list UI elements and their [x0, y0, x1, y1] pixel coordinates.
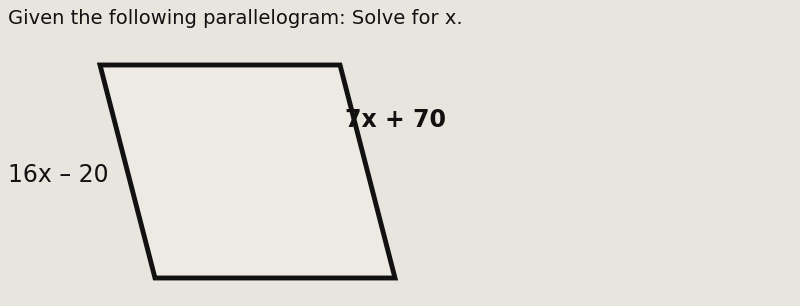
Polygon shape [100, 65, 395, 278]
Text: 16x – 20: 16x – 20 [8, 163, 109, 187]
Text: Given the following parallelogram: Solve for x.: Given the following parallelogram: Solve… [8, 9, 462, 28]
Text: 7x + 70: 7x + 70 [345, 108, 446, 132]
